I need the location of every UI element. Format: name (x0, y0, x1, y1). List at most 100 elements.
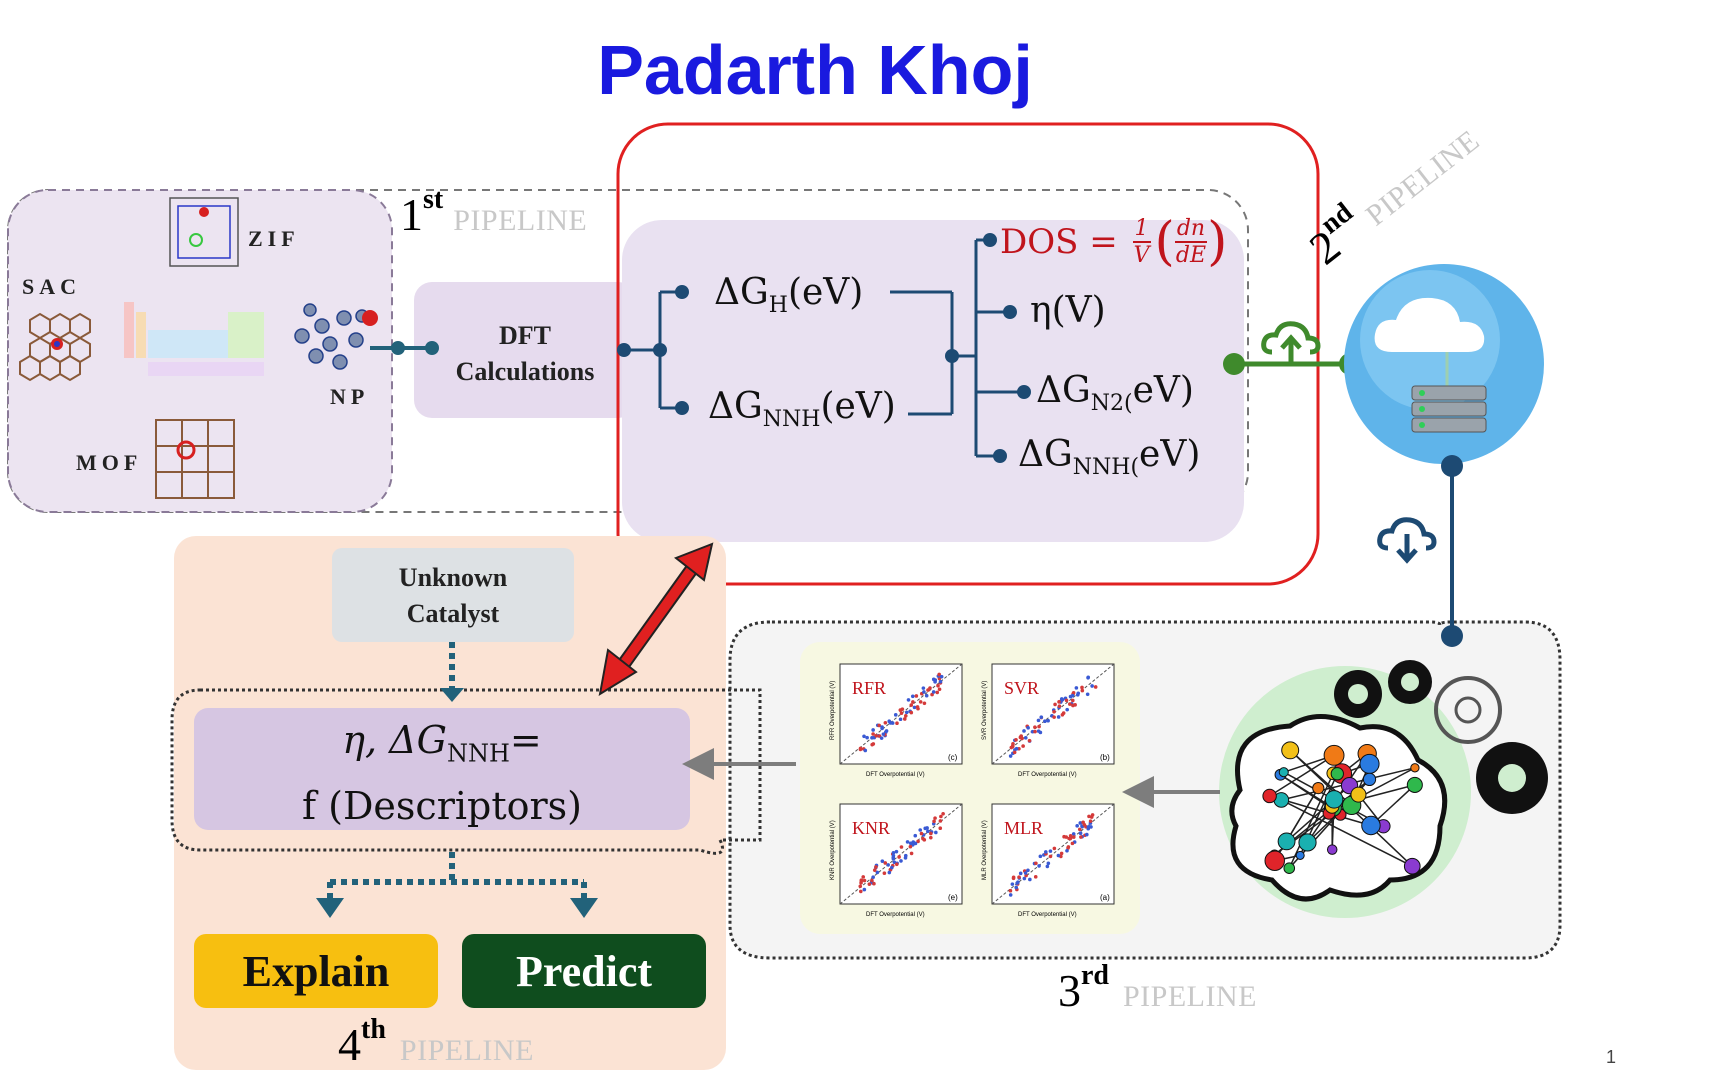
dft-calculations-label: DFT Calculations (455, 321, 595, 386)
scatter-point (1010, 882, 1015, 886)
scatter-point (871, 732, 875, 736)
model-chart-mlr: MLR DFT Overpotential (V) MLR Overpotentia… (982, 803, 1115, 918)
gear-icon-3 (1434, 676, 1502, 744)
brain-node (1406, 776, 1423, 793)
scatter-point (1075, 824, 1079, 828)
scatter-point (1052, 709, 1056, 714)
scatter-point (913, 833, 918, 838)
scatter-point (895, 721, 899, 725)
brain-node (1312, 782, 1325, 795)
scatter-point (899, 845, 904, 849)
scatter-point (879, 736, 884, 740)
scatter-point (880, 725, 884, 729)
scatter-point (1065, 707, 1069, 712)
brain-node (1281, 741, 1300, 760)
scatter-point (939, 674, 944, 679)
scatter-point (898, 717, 903, 722)
scatter-point (1077, 827, 1082, 832)
scatter-point (1064, 698, 1069, 703)
brain-node (1326, 844, 1338, 855)
unknown-catalyst-label: Unknown Catalyst (398, 563, 508, 628)
scatter-point (923, 826, 928, 831)
x-axis-label: DFT Overpotential (V) (866, 912, 925, 918)
scatter-point (909, 703, 914, 707)
scatter-point (1064, 835, 1069, 839)
page-number: 1 (1605, 1047, 1616, 1067)
scatter-point (1037, 724, 1041, 729)
scatter-point (1086, 675, 1090, 680)
scatter-point (908, 841, 913, 846)
scatter-point (930, 692, 934, 697)
predict-button[interactable]: Predict (462, 934, 706, 1008)
scatter-point (1022, 876, 1027, 881)
scatter-point (921, 686, 926, 690)
scatter-point (1022, 729, 1026, 733)
scatter-point (926, 688, 930, 692)
scatter-point (1052, 715, 1056, 719)
scatter-point (1043, 850, 1048, 854)
scatter-point (909, 851, 914, 856)
scatter-point (883, 720, 888, 725)
scatter-point (1026, 868, 1030, 873)
scatter-point (1033, 729, 1037, 734)
scatter-point (933, 816, 937, 820)
y-axis-label: MLR Overpotential (V) (982, 820, 988, 880)
scatter-point (1014, 746, 1019, 751)
server-icon (1411, 385, 1487, 433)
brain-node (1298, 833, 1317, 852)
scatter-point (1078, 831, 1083, 836)
scatter-point (1056, 853, 1061, 858)
scatter-point (909, 710, 914, 715)
scatter-point (914, 694, 919, 698)
scatter-point (938, 819, 943, 823)
scatter-point (1057, 700, 1061, 704)
scatter-point (941, 811, 945, 816)
scatter-point (938, 679, 943, 684)
panel-label: (c) (948, 753, 958, 762)
scatter-point (872, 881, 876, 886)
scatter-point (1018, 871, 1023, 876)
function-frame (170, 688, 762, 855)
scatter-point (1068, 702, 1072, 706)
zif-structure-icon (169, 197, 239, 267)
dft-box (414, 282, 636, 418)
scatter-point (1048, 854, 1053, 859)
scatter-point (1014, 738, 1018, 742)
brain-node (1362, 772, 1377, 787)
scatter-point (877, 723, 882, 728)
scatter-point (1075, 693, 1080, 697)
scatter-point (924, 693, 929, 698)
scatter-point (1079, 835, 1083, 839)
third-pipeline-label: 3rd PIPELINE (1058, 960, 1257, 1016)
scatter-point (1056, 715, 1061, 719)
zif-label: ZIF (248, 226, 300, 251)
panel-label: (a) (1100, 893, 1110, 902)
scatter-point (1033, 875, 1038, 879)
scatter-point (1057, 704, 1062, 708)
brain-node (1278, 767, 1289, 778)
scatter-point (1059, 851, 1064, 856)
scatter-point (871, 728, 875, 732)
first-pipeline-label: 1st PIPELINE (400, 184, 588, 240)
scatter-point (932, 819, 936, 824)
fourth-pipeline-label: 4th PIPELINE (338, 1014, 534, 1070)
scatter-point (935, 690, 940, 695)
scatter-point (1008, 893, 1013, 897)
scatter-point (919, 831, 924, 836)
scatter-point (1078, 821, 1083, 825)
explain-button[interactable]: Explain (194, 934, 438, 1008)
scatter-point (875, 870, 880, 875)
scatter-point (892, 860, 897, 865)
scatter-point (1068, 694, 1073, 699)
y-axis-label: SVR Overpotential (V) (982, 681, 988, 740)
highlight-box (616, 122, 1320, 586)
scatter-point (926, 829, 930, 834)
y-axis-label: KNR Overpotential (V) (830, 820, 836, 880)
y-axis-label: RFR Overpotential (V) (830, 681, 836, 740)
cloud-upload-icon (1261, 321, 1321, 362)
scatter-point (931, 677, 936, 682)
mof-label: MOF (76, 450, 143, 475)
scatter-point (1038, 730, 1043, 735)
brain-node (1361, 815, 1381, 836)
scatter-point (934, 830, 938, 835)
